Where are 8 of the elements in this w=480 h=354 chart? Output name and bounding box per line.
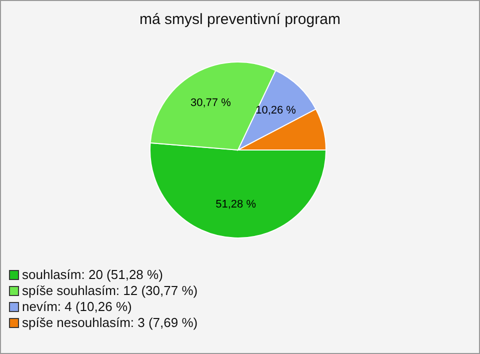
legend-label: souhlasím: 20 (51,28 %) <box>22 267 163 283</box>
legend-label: spíše souhlasím: 12 (30,77 %) <box>22 283 198 299</box>
data-label: 51,28 % <box>216 198 256 211</box>
legend-label: spíše nesouhlasím: 3 (7,69 %) <box>22 315 198 331</box>
data-label: 30,77 % <box>190 96 232 109</box>
chart-title: má smysl preventivní program <box>138 11 342 28</box>
data-label: 10,26 % <box>256 104 296 117</box>
legend-label: nevím: 4 (10,26 %) <box>22 299 132 315</box>
